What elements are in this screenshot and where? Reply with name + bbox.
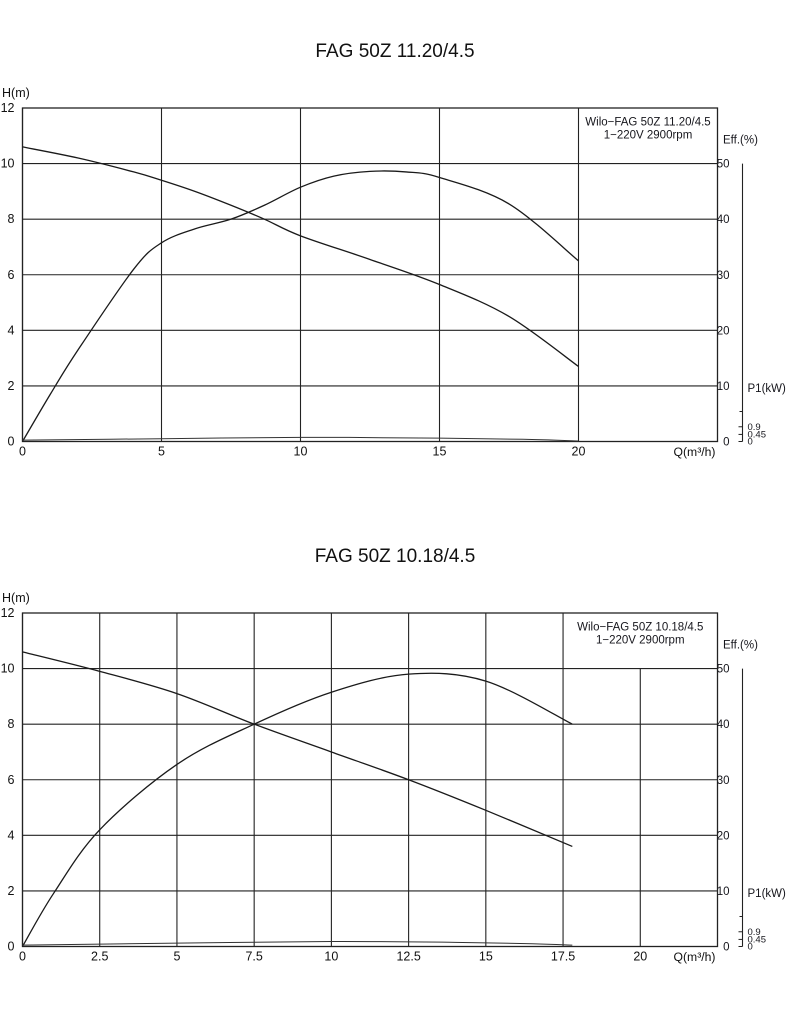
svg-text:10: 10 xyxy=(294,445,308,459)
svg-text:8: 8 xyxy=(8,717,15,731)
svg-text:Eff.(%): Eff.(%) xyxy=(723,640,758,652)
svg-text:P1(kW): P1(kW) xyxy=(748,383,787,395)
svg-text:4: 4 xyxy=(8,828,15,842)
svg-text:0: 0 xyxy=(723,437,729,449)
svg-text:0: 0 xyxy=(748,942,753,953)
svg-text:40: 40 xyxy=(717,719,730,731)
svg-text:20: 20 xyxy=(717,325,730,337)
svg-text:50: 50 xyxy=(717,159,730,171)
svg-text:1−220V 2900rpm: 1−220V 2900rpm xyxy=(596,635,685,647)
svg-text:2: 2 xyxy=(8,884,15,898)
svg-text:0: 0 xyxy=(8,435,15,449)
svg-text:Eff.(%): Eff.(%) xyxy=(723,135,758,147)
svg-text:5: 5 xyxy=(158,445,165,459)
svg-text:10: 10 xyxy=(324,950,338,964)
svg-text:0: 0 xyxy=(748,437,753,448)
svg-text:8: 8 xyxy=(8,212,15,226)
svg-text:6: 6 xyxy=(8,268,15,282)
svg-text:H(m): H(m) xyxy=(2,86,30,100)
svg-text:20: 20 xyxy=(572,445,586,459)
svg-text:Q(m³/h): Q(m³/h) xyxy=(674,445,716,459)
svg-text:2: 2 xyxy=(8,379,15,393)
svg-text:4: 4 xyxy=(8,323,15,337)
svg-text:12: 12 xyxy=(1,101,15,115)
svg-text:Wilo−FAG 50Z 10.18/4.5: Wilo−FAG 50Z 10.18/4.5 xyxy=(577,622,703,634)
svg-text:15: 15 xyxy=(479,950,493,964)
svg-text:6: 6 xyxy=(8,773,15,787)
svg-text:H(m): H(m) xyxy=(2,591,30,605)
svg-text:20: 20 xyxy=(717,830,730,842)
svg-text:0: 0 xyxy=(723,942,729,954)
svg-text:15: 15 xyxy=(433,445,447,459)
svg-text:20: 20 xyxy=(633,950,647,964)
svg-text:7.5: 7.5 xyxy=(245,950,262,964)
svg-text:2.5: 2.5 xyxy=(91,950,108,964)
svg-text:10: 10 xyxy=(717,381,730,393)
svg-text:0: 0 xyxy=(8,940,15,954)
svg-text:FAG 50Z 10.18/4.5: FAG 50Z 10.18/4.5 xyxy=(315,546,476,567)
svg-text:12.5: 12.5 xyxy=(396,950,420,964)
svg-text:10: 10 xyxy=(1,662,15,676)
svg-text:17.5: 17.5 xyxy=(551,950,575,964)
svg-text:Wilo−FAG 50Z 11.20/4.5: Wilo−FAG 50Z 11.20/4.5 xyxy=(585,117,710,129)
svg-text:0: 0 xyxy=(19,445,26,459)
svg-text:0: 0 xyxy=(19,950,26,964)
svg-text:1−220V 2900rpm: 1−220V 2900rpm xyxy=(604,130,693,142)
svg-text:50: 50 xyxy=(717,664,730,676)
svg-text:10: 10 xyxy=(717,886,730,898)
svg-text:30: 30 xyxy=(717,270,730,282)
svg-text:40: 40 xyxy=(717,214,730,226)
svg-text:FAG 50Z 11.20/4.5: FAG 50Z 11.20/4.5 xyxy=(315,41,474,62)
svg-text:10: 10 xyxy=(1,157,15,171)
svg-text:P1(kW): P1(kW) xyxy=(748,888,787,900)
svg-text:Q(m³/h): Q(m³/h) xyxy=(674,950,716,964)
svg-text:5: 5 xyxy=(173,950,180,964)
svg-text:30: 30 xyxy=(717,775,730,787)
svg-text:12: 12 xyxy=(1,606,15,620)
